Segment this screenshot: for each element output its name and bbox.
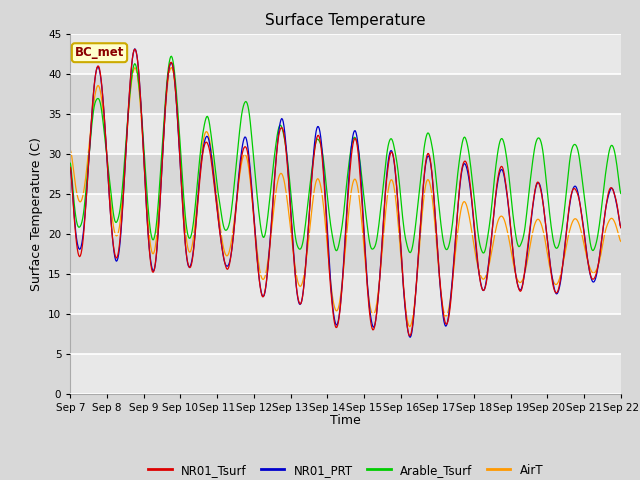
Bar xyxy=(70,114,621,154)
Bar xyxy=(70,73,621,114)
Bar xyxy=(70,193,621,234)
Bar xyxy=(70,313,621,354)
X-axis label: Time: Time xyxy=(330,414,361,427)
Legend: NR01_Tsurf, NR01_PRT, Arable_Tsurf, AirT: NR01_Tsurf, NR01_PRT, Arable_Tsurf, AirT xyxy=(143,459,548,480)
Title: Surface Temperature: Surface Temperature xyxy=(266,13,426,28)
Bar xyxy=(70,234,621,274)
Bar xyxy=(70,274,621,313)
Text: BC_met: BC_met xyxy=(75,46,124,59)
Y-axis label: Surface Temperature (C): Surface Temperature (C) xyxy=(29,137,43,290)
Bar xyxy=(70,154,621,193)
Bar xyxy=(70,354,621,394)
Bar xyxy=(70,34,621,73)
